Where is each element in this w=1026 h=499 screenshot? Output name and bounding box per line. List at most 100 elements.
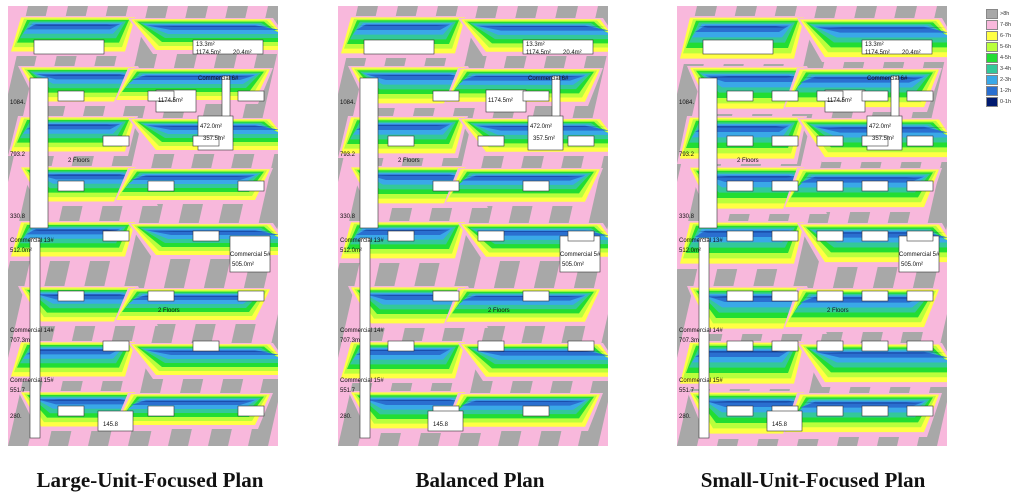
building-footprint bbox=[567, 135, 595, 147]
building-footprint bbox=[816, 90, 844, 102]
plan-label: 2 Floors bbox=[488, 308, 510, 314]
building-footprint bbox=[147, 180, 175, 192]
building-footprint bbox=[771, 340, 799, 352]
building-footprint bbox=[432, 180, 460, 192]
plan-label: 1174.5m² bbox=[865, 50, 890, 56]
building-footprint bbox=[816, 340, 844, 352]
shadow-zone bbox=[558, 226, 608, 446]
building-footprint bbox=[906, 290, 934, 302]
building-footprint bbox=[861, 39, 933, 55]
commercial-block bbox=[359, 237, 371, 439]
plan-label: Commercial 13# bbox=[340, 238, 384, 244]
plan-label: 551.7 bbox=[10, 388, 26, 394]
building-footprint bbox=[861, 290, 889, 302]
caption-large-unit-plan: Large-Unit-Focused Plan bbox=[36, 468, 264, 492]
legend-item: 2-3h bbox=[986, 74, 1024, 85]
plan-label: Commercial 6# bbox=[867, 76, 908, 82]
plan-label: 505.0m² bbox=[232, 262, 254, 268]
building-footprint bbox=[102, 340, 130, 352]
building-footprint bbox=[861, 230, 889, 242]
building-footprint bbox=[97, 410, 134, 432]
building-footprint bbox=[726, 230, 754, 242]
legend-label: 0-1h bbox=[1000, 98, 1012, 105]
legend-item: 4-5h bbox=[986, 52, 1024, 63]
plan-label: 793.2 bbox=[679, 152, 695, 158]
commercial-block bbox=[559, 235, 601, 273]
shadow-zone bbox=[598, 402, 608, 446]
plan-label: Commercial 13# bbox=[10, 238, 54, 244]
building-footprint bbox=[906, 405, 934, 417]
plan-label: 1174.5m² bbox=[196, 50, 221, 56]
building-footprint bbox=[816, 230, 844, 242]
commercial-block bbox=[29, 77, 49, 229]
building-footprint bbox=[57, 290, 85, 302]
building-footprint bbox=[906, 340, 934, 352]
plan-label: 2 Floors bbox=[827, 308, 849, 314]
plan-label: 13.3m² bbox=[526, 42, 545, 48]
shadow-zone bbox=[695, 25, 789, 32]
shadow-zone bbox=[146, 25, 278, 30]
building-footprint bbox=[771, 135, 799, 147]
plan-label: 1174.5m² bbox=[488, 98, 513, 104]
shadow-zone bbox=[698, 126, 786, 128]
plan-label: 472.0m² bbox=[200, 124, 222, 130]
shadow-zone bbox=[705, 175, 809, 182]
building-footprint bbox=[522, 39, 594, 55]
legend-swatch bbox=[986, 19, 998, 30]
building-footprint bbox=[861, 405, 889, 417]
building-footprint bbox=[387, 340, 415, 352]
legend-label: 1-2h bbox=[1000, 87, 1012, 94]
building-footprint bbox=[192, 39, 264, 55]
shadow-zone bbox=[461, 400, 585, 406]
plan-label: 2 Floors bbox=[158, 308, 180, 314]
shadow-zone bbox=[698, 351, 786, 353]
legend-item: 6-7h bbox=[986, 30, 1024, 41]
building-footprint bbox=[702, 39, 774, 55]
plan-label: 1084. bbox=[10, 100, 25, 106]
plan-label: 357.5m² bbox=[203, 136, 225, 142]
plan-label: Commercial 14# bbox=[10, 328, 54, 334]
plan-label: Commercial 5# bbox=[899, 252, 940, 258]
commercial-block bbox=[898, 235, 940, 273]
plan-label: 512.0m² bbox=[679, 248, 701, 254]
legend-swatch bbox=[986, 63, 998, 74]
plan-label: 20.4m² bbox=[563, 50, 582, 56]
legend-label: 5-6h bbox=[1000, 43, 1012, 50]
plan-label: 145.8 bbox=[433, 422, 449, 428]
building-footprint bbox=[906, 230, 934, 242]
legend-label: 2-3h bbox=[1000, 76, 1012, 83]
commercial-block bbox=[229, 235, 271, 273]
legend-swatch bbox=[986, 74, 998, 85]
legend-item: 7-8h bbox=[986, 19, 1024, 30]
building-footprint bbox=[816, 405, 844, 417]
site-plan-map: 1174.5m² 20.4m² 13.3m² 1174.5m² Commercial 6… bbox=[338, 6, 608, 446]
shadow-zone bbox=[26, 24, 120, 30]
shadow-zone bbox=[897, 226, 947, 446]
legend-item: >8h bbox=[986, 8, 1024, 19]
building-footprint bbox=[522, 90, 550, 102]
legend-swatch bbox=[986, 85, 998, 96]
plan-label: 357.5m² bbox=[872, 136, 894, 142]
legend-label: 3-4h bbox=[1000, 65, 1012, 72]
plan-label: 145.8 bbox=[772, 422, 788, 428]
plan-label: 793.2 bbox=[340, 152, 356, 158]
building-footprint bbox=[567, 230, 595, 242]
plan-label: 330.8 bbox=[679, 214, 695, 220]
shadow-zone bbox=[937, 402, 947, 446]
commercial-block bbox=[698, 77, 718, 229]
sunlight-simulation-panel: 1174.5m² 20.4m² 13.3m² 1174.5m² Commercial 6… bbox=[8, 6, 278, 446]
building-footprint bbox=[192, 135, 220, 147]
sunlight-simulation-panel: 1174.5m² 20.4m² 13.3m² 1174.5m² Commercial 6… bbox=[677, 6, 947, 446]
building-footprint bbox=[906, 90, 934, 102]
plan-label: 512.0m² bbox=[10, 248, 32, 254]
building-footprint bbox=[432, 90, 460, 102]
shadow-zone bbox=[131, 175, 255, 180]
building-footprint bbox=[771, 230, 799, 242]
plan-label: Commercial 13# bbox=[679, 238, 723, 244]
building-footprint bbox=[816, 290, 844, 302]
plan-label: 1084. bbox=[679, 100, 694, 106]
plan-label: 280. bbox=[340, 414, 352, 420]
legend-label: 4-5h bbox=[1000, 54, 1012, 61]
plan-label: 551.7 bbox=[340, 388, 356, 394]
building-footprint bbox=[477, 230, 505, 242]
